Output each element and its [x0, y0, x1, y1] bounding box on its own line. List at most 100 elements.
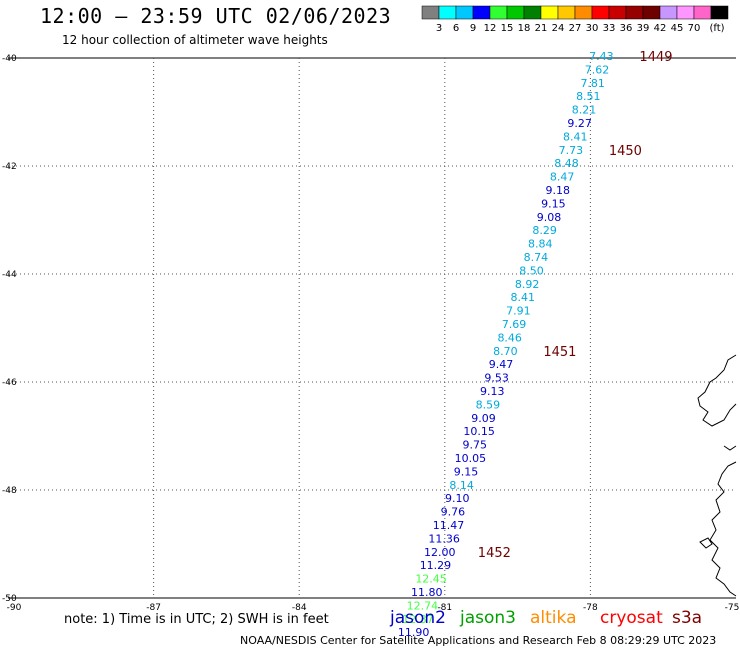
lat-tick-label: -50 — [2, 594, 17, 604]
colorbar-swatch — [710, 5, 729, 20]
wave-height-label: 9.08 — [537, 211, 562, 224]
wave-height-label: 7.73 — [559, 144, 584, 157]
colorbar-swatch — [693, 5, 712, 20]
legend-jason3: jason3 — [460, 608, 516, 628]
lon-tick-label: -81 — [437, 603, 452, 613]
wave-height-label: 10.05 — [455, 452, 487, 465]
lon-tick-label: -84 — [292, 603, 307, 613]
wave-height-label: 8.21 — [572, 104, 597, 117]
colorbar-label: 6 — [453, 23, 459, 34]
wave-height-label: 8.74 — [524, 251, 549, 264]
colorbar-label: 21 — [535, 23, 548, 34]
wave-height-label: 8.70 — [493, 345, 518, 358]
wave-height-label: 7.81 — [580, 77, 605, 90]
colorbar-label: 30 — [586, 23, 599, 34]
wave-height-label: 8.51 — [576, 90, 601, 103]
credit-text: NOAA/NESDIS Center for Satellite Applica… — [240, 634, 717, 647]
legend-altika: altika — [530, 608, 577, 628]
wave-height-label: 7.62 — [585, 63, 610, 76]
colorbar-label: 9 — [470, 23, 476, 34]
wave-height-label: 8.41 — [563, 130, 588, 143]
wave-height-label: 9.53 — [484, 372, 509, 385]
colorbar-label: 70 — [688, 23, 701, 34]
colorbar-swatch — [557, 5, 576, 20]
wave-height-label: 9.15 — [454, 465, 479, 478]
colorbar-swatch — [608, 5, 627, 20]
legend-cryosat: cryosat — [600, 608, 663, 628]
lon-tick-label: -87 — [146, 603, 161, 613]
wave-height-label: 12.45 — [415, 573, 447, 586]
wave-height-label: 8.29 — [532, 224, 557, 237]
colorbar-label: 24 — [552, 23, 565, 34]
colorbar-swatch — [438, 5, 457, 20]
wave-height-label: 9.09 — [471, 412, 496, 425]
wave-height-label: 9.47 — [489, 358, 514, 371]
note-text: note: 1) Time is in UTC; 2) SWH is in fe… — [64, 612, 329, 627]
lat-tick-label: -46 — [2, 378, 17, 388]
colorbar-swatch — [489, 5, 508, 20]
colorbar-label: 45 — [671, 23, 684, 34]
wave-height-label: 11.80 — [411, 586, 443, 599]
wave-height-label: 11.29 — [420, 559, 452, 572]
wave-height-label: 8.59 — [476, 398, 501, 411]
time-labels: 1449 1450 1451 1452 — [478, 50, 673, 561]
colorbar-swatch — [472, 5, 491, 20]
time-label: 1449 — [639, 50, 672, 65]
wave-height-label: 9.18 — [545, 184, 570, 197]
map-title: 12:00 – 23:59 UTC 02/06/2023 — [40, 4, 392, 28]
time-label: 1451 — [543, 345, 576, 360]
colorbar-swatch — [421, 5, 440, 20]
wave-height-label: 7.91 — [506, 305, 531, 318]
wave-height-label: 11.36 — [428, 532, 460, 545]
lat-tick-label: -44 — [2, 270, 17, 280]
colorbar-label: 27 — [569, 23, 582, 34]
wave-height-label: 12.00 — [424, 546, 456, 559]
wave-height-label: 8.50 — [519, 264, 544, 277]
legend-jason2: jason2 — [390, 608, 446, 628]
colorbar-unit: (ft) — [709, 23, 724, 34]
map-subtitle: 12 hour collection of altimeter wave hei… — [62, 33, 328, 47]
colorbar-swatch — [455, 5, 474, 20]
colorbar-swatch — [642, 5, 661, 20]
colorbar-swatch — [506, 5, 525, 20]
wave-height-label: 8.14 — [449, 479, 474, 492]
wave-height-label: 9.76 — [441, 506, 466, 519]
colorbar-swatch — [659, 5, 678, 20]
colorbar-label: 18 — [518, 23, 531, 34]
colorbar-swatch — [591, 5, 610, 20]
wave-height-label: 11.90 — [398, 626, 430, 639]
wave-height-label: 8.46 — [497, 331, 522, 344]
wave-height-label: 10.15 — [463, 425, 495, 438]
wave-height-label: 11.47 — [433, 519, 465, 532]
wave-height-label: 8.47 — [550, 171, 575, 184]
wave-height-label: 12.37 — [402, 613, 434, 626]
wave-height-label: 9.10 — [445, 492, 470, 505]
lat-tick-label: -48 — [2, 486, 17, 496]
lon-tick-label: -78 — [583, 603, 598, 613]
wave-height-label: 8.84 — [528, 238, 553, 251]
wave-height-label: 9.13 — [480, 385, 505, 398]
colorbar-swatch — [540, 5, 559, 20]
track-labels: 7.437.627.818.518.219.278.417.738.488.47… — [398, 50, 614, 639]
colorbar-label: 12 — [484, 23, 497, 34]
colorbar: 3 6 9 12 15 18 21 24 27 30 33 36 39 42 45 70 (ft) — [421, 5, 729, 34]
colorbar-label: 33 — [603, 23, 616, 34]
colorbar-label: 3 — [436, 23, 442, 34]
colorbar-label: 36 — [620, 23, 633, 34]
wave-height-label: 9.15 — [541, 197, 566, 210]
time-label: 1452 — [478, 546, 511, 561]
colorbar-swatch — [523, 5, 542, 20]
colorbar-label: 15 — [501, 23, 514, 34]
wave-height-label: 8.92 — [515, 278, 540, 291]
lat-tick-label: -40 — [2, 54, 17, 64]
wave-height-label: 8.41 — [511, 291, 536, 304]
lat-tick-label: -42 — [2, 162, 17, 172]
legend-s3a: s3a — [672, 608, 703, 628]
wave-height-label: 12.74 — [407, 599, 439, 612]
wave-height-label: 7.43 — [589, 50, 614, 63]
wave-height-label: 9.27 — [567, 117, 592, 130]
map-frame — [8, 57, 736, 599]
coastline — [697, 354, 737, 597]
colorbar-label: 39 — [637, 23, 650, 34]
